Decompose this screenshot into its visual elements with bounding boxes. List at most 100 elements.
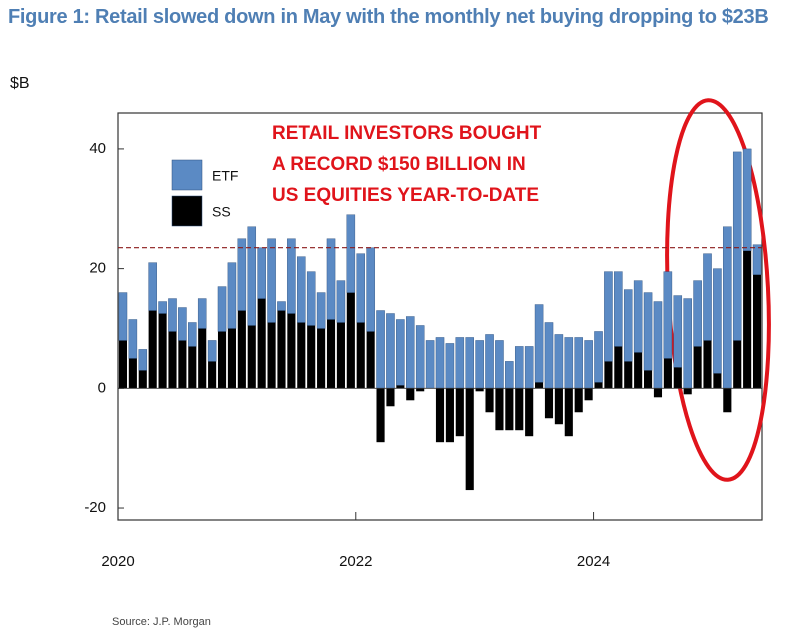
bar-segment <box>178 307 187 341</box>
bar-segment <box>614 346 623 389</box>
bar-segment <box>227 262 237 329</box>
bar-segment <box>118 340 128 389</box>
bar-segment <box>267 238 276 323</box>
annotation: A RECORD $150 BILLION IN <box>272 154 526 175</box>
bar-segment <box>743 250 752 389</box>
bar-segment <box>723 388 732 413</box>
bar-segment <box>118 292 128 341</box>
bar-segment <box>584 388 593 401</box>
x-tick-label: 2022 <box>339 553 372 570</box>
bar-segment <box>178 340 187 389</box>
bar-segment <box>623 289 633 362</box>
bar-segment <box>148 310 157 389</box>
chart-title: Figure 1: Retail slowed down in May with… <box>8 6 769 28</box>
bar-segment <box>584 340 593 389</box>
legend-swatch <box>171 195 203 227</box>
bar-segment <box>415 325 425 389</box>
bar-segment <box>732 151 742 341</box>
bar-segment <box>594 382 603 389</box>
y-tick-label: -20 <box>84 499 106 516</box>
bar-segment <box>207 340 217 362</box>
bar-segment <box>633 280 643 353</box>
bar-segment <box>713 373 722 389</box>
bar-segment <box>306 271 316 326</box>
bar-segment <box>386 388 395 407</box>
bar-segment <box>465 337 474 389</box>
bar-segment <box>574 388 583 413</box>
source: Source: J.P. Morgan <box>112 616 211 628</box>
bar-segment <box>317 328 326 389</box>
bar-segment <box>683 298 692 389</box>
bar-segment <box>485 388 494 413</box>
bar-segment <box>574 337 583 389</box>
bar-segment <box>138 370 147 389</box>
bar-segment <box>663 358 672 389</box>
bar-segment <box>554 388 563 425</box>
bar-segment <box>237 310 246 389</box>
bar-segment <box>307 325 316 389</box>
bar-segment <box>257 298 266 389</box>
bar-segment <box>356 322 365 389</box>
bar-segment <box>544 388 554 419</box>
bar-segment <box>554 334 564 389</box>
bar-segment <box>257 247 266 299</box>
y-tick-label: 20 <box>89 260 106 277</box>
bar-segment <box>564 388 573 437</box>
bar-segment <box>703 340 712 389</box>
bar-segment <box>495 388 504 431</box>
legend-label: ETF <box>212 168 238 184</box>
bar-segment <box>524 346 534 389</box>
bar-segment <box>435 388 445 443</box>
bar-segment <box>653 301 663 389</box>
bar-segment <box>346 214 356 293</box>
bar-segment <box>188 322 197 347</box>
bar-segment <box>406 316 415 389</box>
bar-segment <box>326 319 336 389</box>
bar-segment <box>188 346 197 389</box>
annotation: RETAIL INVESTORS BOUGHT <box>272 123 542 144</box>
bar-segment <box>247 325 256 389</box>
bar-segment <box>693 346 702 389</box>
bar-segment <box>297 322 306 389</box>
bar-segment <box>713 268 722 374</box>
bar-segment <box>346 292 355 389</box>
x-tick-label: 2024 <box>577 553 610 570</box>
bar-segment <box>535 382 544 389</box>
bar-segment <box>396 319 405 386</box>
bar-segment <box>544 322 554 389</box>
bar-segment <box>752 244 762 275</box>
bar-segment <box>594 331 603 383</box>
bar-segment <box>733 340 742 389</box>
bar-segment <box>515 388 524 431</box>
bar-segment <box>455 337 465 389</box>
bar-segment <box>366 331 375 389</box>
bar-segment <box>396 385 405 389</box>
bar-segment <box>653 388 663 398</box>
bar-segment <box>267 322 276 389</box>
bar-segment <box>614 271 623 347</box>
bar-segment <box>336 280 346 323</box>
bar-segment <box>237 238 247 311</box>
legend-label: SS <box>212 204 231 220</box>
bar-segment <box>643 370 653 389</box>
y-tick-label: 0 <box>98 379 106 396</box>
bar-segment <box>247 226 257 326</box>
y-axis-label: $B <box>10 75 30 92</box>
bar-segment <box>505 361 514 389</box>
y-tick-label: 40 <box>89 140 106 157</box>
bar-segment <box>703 253 712 341</box>
bar-segment <box>386 313 395 389</box>
bar-segment <box>495 340 504 389</box>
bar-segment <box>356 253 366 323</box>
bar-segment <box>455 388 464 437</box>
bar-segment <box>128 358 137 389</box>
bar-segment <box>326 238 336 320</box>
bar-segment <box>158 313 167 389</box>
bar-segment <box>742 148 752 251</box>
bar-segment <box>445 388 454 443</box>
bar-segment <box>445 343 455 389</box>
legend-swatch <box>171 159 203 191</box>
x-tick-label: 2020 <box>101 553 134 570</box>
